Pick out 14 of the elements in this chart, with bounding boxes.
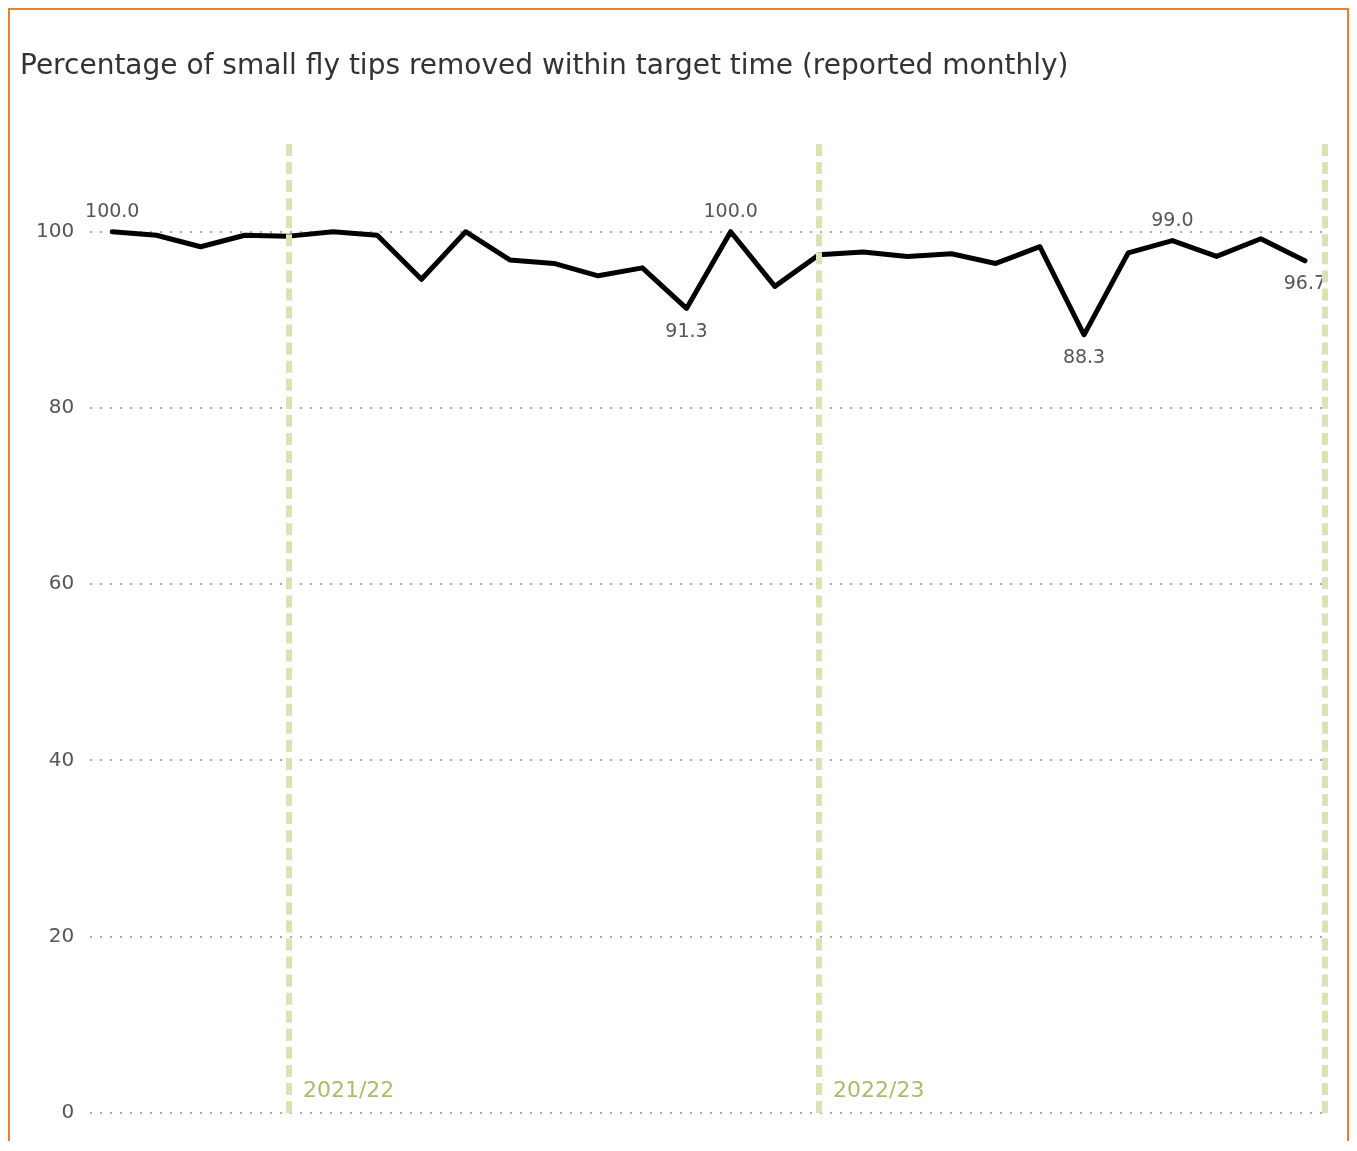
data-label: 99.0 — [1151, 207, 1194, 230]
data-label: 100.0 — [85, 199, 140, 222]
y-tick-label: 60 — [48, 570, 75, 595]
y-tick-label: 80 — [48, 394, 75, 419]
data-label: 91.3 — [665, 318, 708, 341]
data-label: 100.0 — [703, 199, 758, 222]
y-tick-label: 100 — [35, 217, 75, 242]
y-tick-label: 40 — [48, 746, 75, 771]
chart-title: Percentage of small fly tips removed within target time (reported monthly) — [20, 48, 1069, 82]
y-tick-label: 0 — [61, 1099, 75, 1124]
data-label: 88.3 — [1062, 345, 1106, 368]
annotation: 2022/23 — [833, 1077, 925, 1102]
y-tick-label: 20 — [48, 922, 75, 947]
annotation: 2021/22 — [302, 1077, 395, 1102]
